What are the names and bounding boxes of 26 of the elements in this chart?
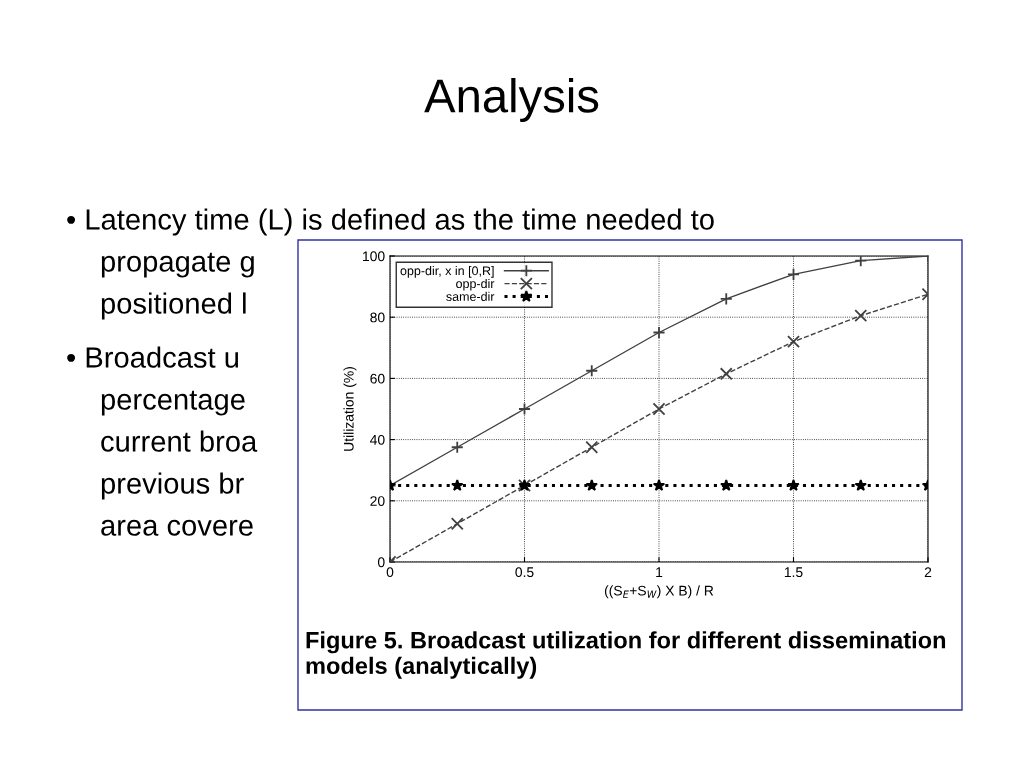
y-axis-title: Utilization (%) (343, 367, 357, 451)
x-tick-label: 2 (924, 567, 932, 577)
y-tick-label: 40 (370, 434, 385, 445)
text: propagate g (101, 252, 254, 278)
text: percentage (101, 390, 245, 416)
y-tick-label: 100 (363, 251, 385, 262)
chart-title: Analysis (424, 77, 599, 123)
y-tick-label: 60 (370, 373, 385, 384)
x-axis-title: ((S$_{E}$+S$_{W}$) X B) / R (604, 585, 714, 599)
x-tick-label: 1 (656, 567, 663, 577)
legend-label: same-dir (446, 291, 495, 301)
y-tick-label: 80 (370, 312, 385, 323)
text: area covere (101, 519, 253, 536)
y-tick-label: 0 (377, 557, 385, 568)
caption: Figure 5. Broadcast utilization for different dissemination models (analytically) (306, 631, 946, 679)
text: current broa (101, 430, 258, 452)
text: positioned l (101, 292, 246, 320)
x-tick-label: 0.5 (515, 567, 534, 578)
legend-label: opp-dir (456, 278, 495, 291)
x-tick-label: 1.5 (784, 567, 803, 578)
text: previous br (101, 472, 244, 500)
text: • Latency time (L) is defined as the time needed to (67, 208, 714, 236)
text: • Broadcast u (67, 346, 239, 368)
legend-label: opp-dir, x in [0,R] (400, 266, 494, 278)
x-tick-label: 0 (386, 567, 394, 578)
y-tick-label: 20 (370, 496, 385, 506)
